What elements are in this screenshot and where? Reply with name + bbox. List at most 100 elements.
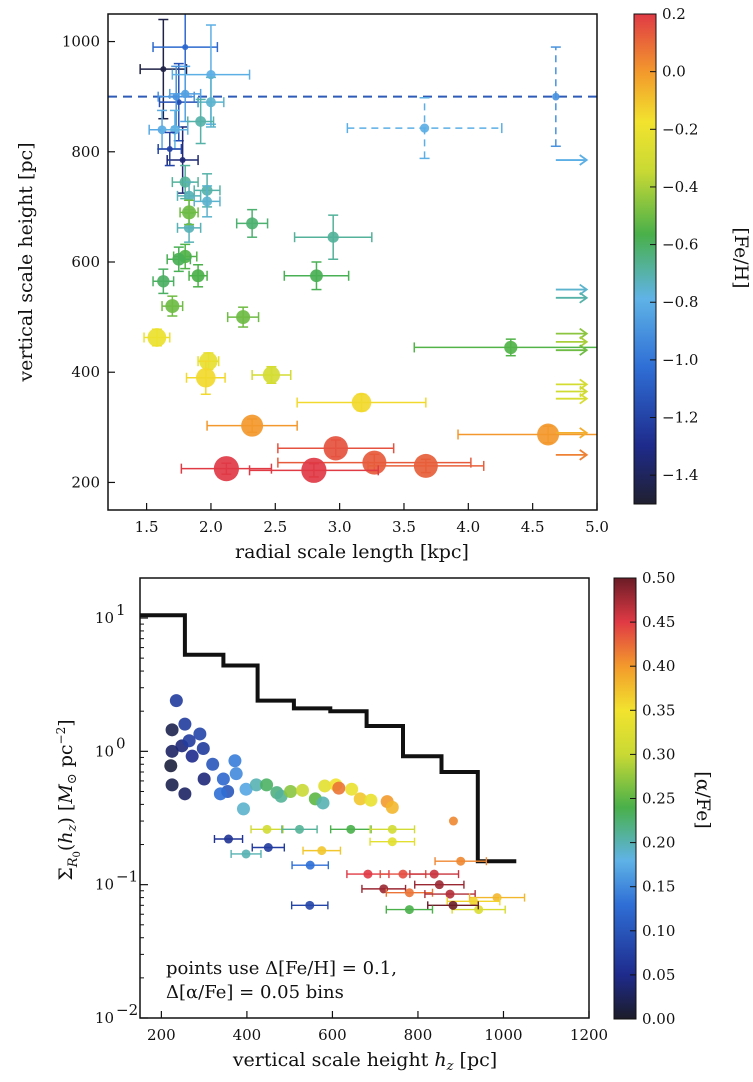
p1-point xyxy=(196,367,216,388)
p1-y-tick-label: 400 xyxy=(71,363,100,381)
p1-limit-arrowhead xyxy=(579,427,589,439)
p1-x-axis-label: radial scale length [kpc] xyxy=(235,541,469,563)
p2-point xyxy=(346,824,356,834)
p1-colorbar-ticks: 0.2 0.0 −0.2 −0.4 −0.6 −0.8 −1.0 −1.2 −1.4 xyxy=(650,5,698,484)
p1-point xyxy=(537,423,560,446)
p2-point xyxy=(216,772,230,786)
p2-colorbar-tick-label: 0.35 xyxy=(642,701,675,719)
p1-colorbar-tick-label: −0.2 xyxy=(662,120,698,138)
p1-colorbar-tick-label: −1.4 xyxy=(662,466,698,484)
p1-point xyxy=(419,123,430,133)
p1-x-tick-label: 3.0 xyxy=(328,518,352,536)
p1-limit-arrowhead xyxy=(579,283,589,296)
p2-point xyxy=(197,772,211,786)
p2-point xyxy=(385,800,399,814)
p1-point xyxy=(504,340,518,355)
p2-point xyxy=(224,834,234,844)
p1-point xyxy=(182,205,197,220)
p1-x-tick-label: 1.5 xyxy=(135,518,159,536)
p2-point xyxy=(262,824,272,834)
p1-colorbar-tick-label: −1.0 xyxy=(662,351,698,369)
p2-annotation-line-1: points use Δ[Fe/H] = 0.1, xyxy=(166,958,397,979)
p2-point xyxy=(182,734,196,748)
p1-point xyxy=(179,157,186,164)
p1-colorbar-tick-label: 0.0 xyxy=(662,63,686,81)
p2-point xyxy=(193,727,207,741)
p1-limit-arrowhead xyxy=(579,292,589,304)
p1-y-tick-label: 800 xyxy=(71,143,100,161)
p1-point xyxy=(241,414,264,437)
p1-x-ticks: 1.5 2.0 2.5 3.0 3.5 4.0 4.5 5.0 xyxy=(135,503,609,536)
p2-y-tick-label: 10 xyxy=(95,742,114,760)
p1-point xyxy=(147,328,167,347)
p2-point xyxy=(364,793,378,807)
p1-x-tick-label: 5.0 xyxy=(585,518,609,536)
p2-x-ticks: 200 400 600 800 1000 1200 xyxy=(147,1011,608,1044)
p1-x-tick-label: 4.0 xyxy=(456,518,480,536)
p2-point xyxy=(284,784,298,798)
panel-metallicity: 1.5 2.0 2.5 3.0 3.5 4.0 4.5 5.0 200 400 600 800 100… xyxy=(15,5,752,563)
p1-point xyxy=(552,92,560,101)
p2-x-tick-label: 400 xyxy=(233,1026,262,1044)
p1-point xyxy=(181,89,190,99)
p1-x-tick-label: 2.0 xyxy=(199,518,223,536)
p2-point xyxy=(185,749,199,763)
p2-point xyxy=(164,759,178,773)
p1-point xyxy=(205,97,216,108)
p2-point xyxy=(456,856,466,866)
p1-limit-arrowhead xyxy=(579,327,589,340)
p1-point xyxy=(195,116,207,127)
p2-point xyxy=(469,896,479,906)
p1-y-tick-label: 1000 xyxy=(62,33,100,51)
p2-point xyxy=(295,783,309,797)
p1-limit-arrowhead xyxy=(579,392,589,405)
p2-point xyxy=(213,787,227,801)
p1-point xyxy=(262,366,281,384)
p2-point xyxy=(353,792,367,806)
p1-point xyxy=(157,275,170,288)
p2-point xyxy=(165,723,179,737)
p2-point xyxy=(448,900,458,910)
p2-x-tick-label: 800 xyxy=(404,1026,433,1044)
p2-y-tick-exponent: −1 xyxy=(116,868,138,886)
p2-point xyxy=(229,767,243,781)
p2-y-axis-label: ΣR0(hz) [M⊙ pc−2] xyxy=(54,719,83,880)
p1-point xyxy=(213,456,239,482)
p1-point xyxy=(327,231,339,243)
p2-point xyxy=(196,742,210,756)
p2-point xyxy=(318,779,332,793)
p2-x-tick-label: 1000 xyxy=(484,1026,522,1044)
p1-point xyxy=(413,453,438,478)
p1-data-marks xyxy=(108,14,597,483)
p2-colorbar-tick-label: 0.15 xyxy=(642,878,675,896)
p1-point xyxy=(175,99,182,106)
p1-limit-arrowhead xyxy=(579,336,589,348)
p2-point xyxy=(387,824,397,834)
p1-point xyxy=(172,92,181,101)
p2-point xyxy=(305,900,315,910)
p2-point xyxy=(448,816,458,826)
p2-point xyxy=(241,849,251,859)
p2-point xyxy=(317,846,327,856)
p1-point xyxy=(166,146,173,153)
p1-point xyxy=(183,190,195,202)
p2-point xyxy=(295,824,305,834)
p2-colorbar-tick-label: 0.30 xyxy=(642,745,675,763)
p2-y-tick-label: 10 xyxy=(95,609,114,627)
p2-y-tick-label: 10 xyxy=(95,876,114,894)
p1-colorbar xyxy=(633,13,657,505)
p2-colorbar-tick-label: 0.20 xyxy=(642,834,675,852)
p2-point xyxy=(387,837,397,847)
p2-point xyxy=(434,880,444,890)
p2-annotation-line-2: Δ[α/Fe] = 0.05 bins xyxy=(166,982,344,1003)
p1-x-tick-label: 2.5 xyxy=(263,518,287,536)
p1-y-tick-label: 200 xyxy=(71,473,100,491)
p1-colorbar-tick-label: −0.8 xyxy=(662,293,698,311)
p2-point xyxy=(316,796,330,810)
p2-plot-frame xyxy=(139,577,590,1019)
p1-limit-arrowhead xyxy=(579,344,589,356)
p1-point xyxy=(323,436,348,461)
p2-colorbar-tick-label: 0.45 xyxy=(642,613,675,631)
